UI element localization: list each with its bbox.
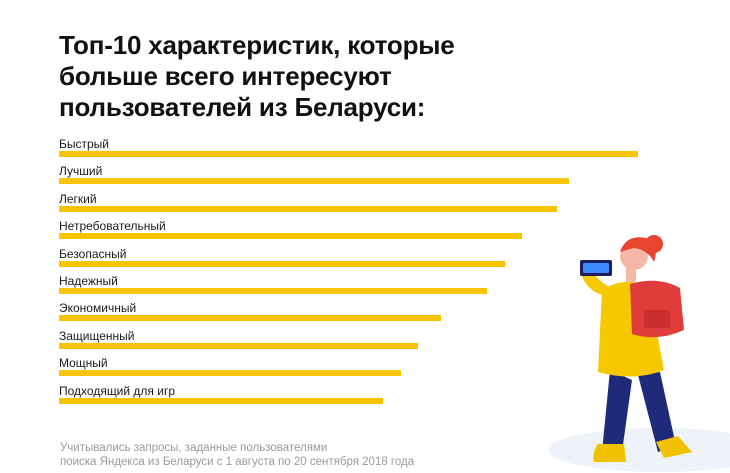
footnote: Учитывались запросы, заданные пользовате… bbox=[60, 441, 560, 469]
left-leg-icon bbox=[602, 370, 632, 452]
chart-title-line-3: пользователей из Беларуси: bbox=[59, 92, 426, 122]
bar bbox=[59, 233, 523, 240]
bar-label: Экономичный bbox=[59, 301, 137, 316]
chart-title: Топ-10 характеристик, которые больше все… bbox=[59, 30, 619, 123]
bar bbox=[59, 315, 442, 322]
bar-label: Быстрый bbox=[59, 137, 109, 151]
woman-with-phone-illustration bbox=[548, 235, 730, 472]
chart-title-line-2: больше всего интересуют bbox=[59, 61, 392, 91]
chart-title-line-1: Топ-10 характеристик, которые bbox=[59, 30, 455, 60]
right-boot-icon bbox=[656, 436, 692, 458]
bar-label: Легкий bbox=[59, 191, 97, 206]
bar-label: Безопасный bbox=[59, 246, 127, 261]
bar-label: Защищенный bbox=[59, 328, 135, 343]
bar bbox=[59, 260, 505, 267]
left-boot-icon bbox=[593, 444, 626, 462]
footnote-line-1: Учитывались запросы, заданные пользовате… bbox=[60, 442, 328, 454]
bar-label: Лучший bbox=[59, 164, 103, 179]
footnote-line-2: поиска Яндекса из Беларуси с 1 августа п… bbox=[60, 456, 415, 468]
right-leg-icon bbox=[638, 372, 676, 452]
red-backpack-icon bbox=[630, 280, 684, 338]
backpack-pocket-icon bbox=[644, 310, 670, 328]
bar-label: Мощный bbox=[59, 356, 108, 371]
bar bbox=[59, 151, 638, 157]
bar-label: Подходящий для игр bbox=[59, 383, 176, 398]
bar bbox=[59, 288, 488, 294]
ground-shadow-icon bbox=[548, 428, 730, 472]
bar bbox=[59, 342, 418, 349]
phone-screen-icon bbox=[583, 263, 609, 273]
bar bbox=[59, 370, 401, 377]
bar-label: Нетребовательный bbox=[59, 219, 166, 234]
bar bbox=[59, 397, 384, 404]
bar bbox=[59, 178, 569, 185]
bar-label: Надежный bbox=[59, 274, 118, 288]
raised-arm-icon bbox=[582, 270, 612, 296]
bar bbox=[59, 205, 557, 212]
neck-icon bbox=[626, 268, 636, 282]
hair-bun-icon bbox=[645, 235, 663, 253]
